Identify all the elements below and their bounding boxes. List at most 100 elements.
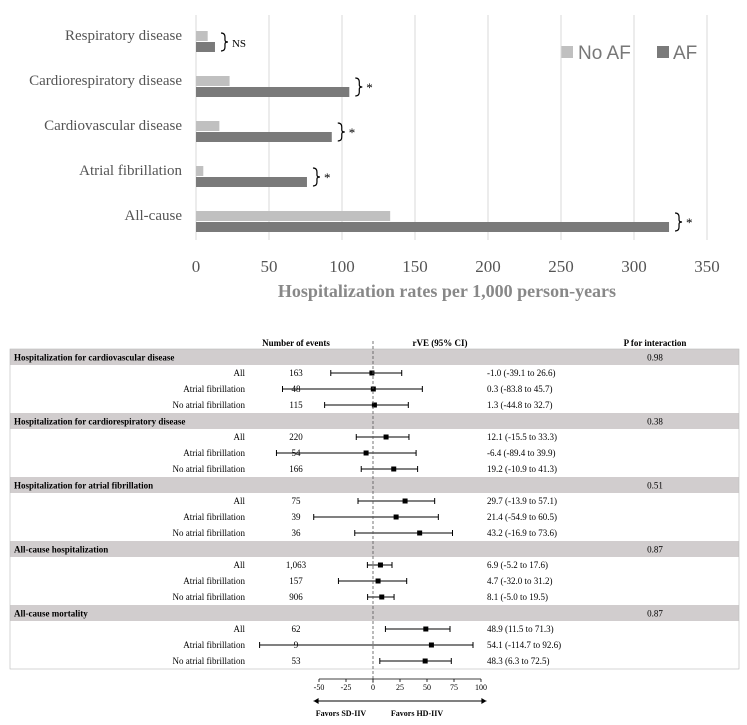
forest-row-events: 220 [289,432,303,442]
bar-x-tick-label: 150 [402,257,428,276]
forest-row-rve: 0.3 (-83.8 to 45.7) [487,384,553,394]
forest-group-band [10,541,739,557]
legend-swatch-no-af [561,46,573,58]
forest-row-label: Atrial fibrillation [183,576,245,586]
forest-x-tick-label: 0 [371,683,375,692]
forest-row-rve: -1.0 (-39.1 to 26.6) [487,368,556,378]
forest-group-title: Hospitalization for atrial fibrillation [14,481,153,491]
forest-row-events: 53 [292,656,302,666]
forest-row-label: No atrial fibrillation [173,656,246,666]
significance-brace [675,212,683,232]
forest-row-rve: 8.1 (-5.0 to 19.5) [487,592,548,602]
bar-no-af [196,76,230,86]
forest-row-label: All [233,432,245,442]
forest-point-estimate [377,562,383,568]
forest-x-tick-label: -50 [314,683,325,692]
forest-p-interaction: 0.98 [647,353,663,363]
forest-row-rve: 43.2 (-16.9 to 73.6) [487,528,557,538]
forest-row-events: 75 [292,496,302,506]
bar-no-af [196,31,208,41]
forest-header-rve: rVE (95% CI) [413,338,468,348]
significance-label: * [366,80,373,95]
forest-group-band [10,349,739,365]
bar-af [196,222,670,232]
bar-category-label: Atrial fibrillation [79,163,182,179]
forest-point-estimate [371,402,377,408]
forest-group-band [10,605,739,621]
forest-header-p: P for interaction [624,338,687,348]
forest-point-estimate [363,450,369,456]
forest-point-estimate [428,642,434,648]
forest-group-band [10,413,739,429]
significance-brace [337,122,345,142]
forest-row-events: 39 [292,512,302,522]
forest-group-title: Hospitalization for cardiorespiratory di… [14,417,185,427]
bar-category-label: All-cause [125,208,183,224]
forest-point-estimate [375,578,381,584]
forest-row-rve: 48.9 (11.5 to 71.3) [487,624,554,634]
bar-x-tick-label: 100 [329,257,355,276]
forest-row-label: No atrial fibrillation [173,592,246,602]
forest-point-estimate [393,514,399,520]
bar-no-af [196,121,220,131]
forest-row-events: 163 [289,368,303,378]
legend-swatch-af [657,46,669,58]
forest-group-title: All-cause mortality [14,609,88,619]
forest-x-tick-label: -25 [341,683,352,692]
favors-right-label: Favors HD-IIV [391,709,443,718]
significance-brace [312,167,320,187]
forest-x-tick-label: 75 [450,683,458,692]
forest-row-label: All [233,560,245,570]
significance-label: * [324,170,331,185]
forest-group-title: Hospitalization for cardiovascular disea… [14,353,174,363]
forest-x-tick-label: 25 [396,683,404,692]
forest-point-estimate [422,658,428,664]
significance-brace [220,32,229,52]
significance-brace [355,77,363,97]
forest-group-title: All-cause hospitalization [14,545,108,555]
forest-group-band [10,477,739,493]
bar-no-af [196,166,204,176]
forest-row-rve: -6.4 (-89.4 to 39.9) [487,448,556,458]
forest-row-events: 166 [289,464,303,474]
forest-row-label: All [233,624,245,634]
forest-table-border [9,348,740,670]
forest-row-rve: 6.9 (-5.2 to 17.6) [487,560,548,570]
bar-category-label: Cardiorespiratory disease [29,73,182,89]
significance-label: * [686,215,693,230]
forest-point-estimate [423,626,429,632]
bar-x-tick-label: 200 [475,257,501,276]
forest-row-rve: 4.7 (-32.0 to 31.2) [487,576,553,586]
forest-p-interaction: 0.87 [647,609,663,619]
forest-row-label: Atrial fibrillation [183,512,245,522]
bar-category-label: Respiratory disease [65,28,182,44]
forest-row-events: 157 [289,576,303,586]
forest-row-label: No atrial fibrillation [173,464,246,474]
legend-label-no-af: No AF [578,43,631,64]
favors-arrow-left-head [313,698,319,704]
forest-row-events: 36 [292,528,302,538]
bar-x-tick-label: 0 [192,257,201,276]
bar-x-tick-label: 50 [261,257,278,276]
forest-row-rve: 54.1 (-114.7 to 92.6) [487,640,561,650]
forest-row-rve: 48.3 (6.3 to 72.5) [487,656,550,666]
bar-af [196,87,350,97]
forest-row-rve: 21.4 (-54.9 to 60.5) [487,512,557,522]
forest-point-estimate [402,498,408,504]
forest-point-estimate [369,370,375,376]
favors-arrow-right-head [481,698,487,704]
forest-p-interaction: 0.87 [647,545,663,555]
bar-af [196,132,332,142]
forest-row-label: Atrial fibrillation [183,384,245,394]
bar-af [196,177,307,187]
forest-row-events: 906 [289,592,303,602]
forest-point-estimate [383,434,389,440]
forest-row-label: All [233,368,245,378]
bar-no-af [196,211,391,221]
forest-row-label: All [233,496,245,506]
forest-row-label: No atrial fibrillation [173,528,246,538]
forest-row-rve: 29.7 (-13.9 to 57.1) [487,496,557,506]
forest-x-tick-label: 100 [475,683,487,692]
bar-x-tick-label: 300 [621,257,647,276]
bar-x-axis-title: Hospitalization rates per 1,000 person-y… [278,281,616,301]
